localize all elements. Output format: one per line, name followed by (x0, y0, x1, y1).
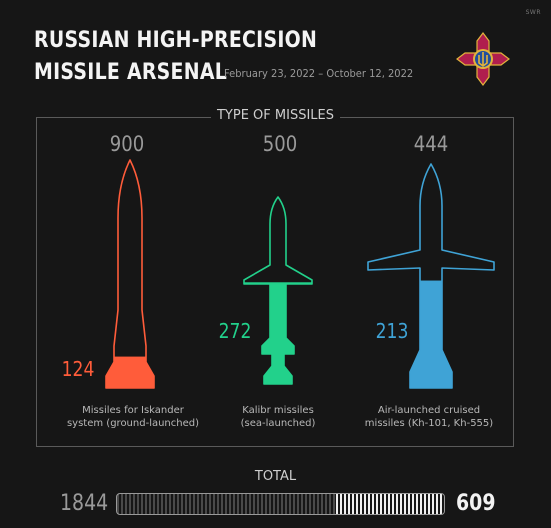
remaining-label-0: 124 (62, 359, 95, 382)
section-title: TYPE OF MISSILES (0, 108, 551, 123)
caption-iskander-line-1: Missiles for Iskander (82, 405, 184, 416)
remaining-label-2: 213 (376, 321, 409, 344)
caption-air-launched-line-2: missiles (Kh-101, Kh-555) (364, 418, 494, 429)
title-line-2: MISSILE ARSENAL (34, 60, 228, 85)
caption-kalibr: Kalibr missiles (sea-launched) (193, 404, 363, 430)
caption-iskander-line-2: system (ground-launched) (66, 418, 200, 429)
total-launched-label-1: 500 (263, 132, 297, 157)
total-title: TOTAL (254, 469, 297, 484)
missile-outline-0 (105, 159, 155, 389)
remaining-label-1: 272 (219, 321, 252, 344)
iskander-missile-icon (105, 159, 155, 389)
missile-outline-1 (243, 196, 313, 385)
watermark: SWR (525, 9, 541, 16)
kalibr-missile-icon (243, 196, 313, 385)
total-progress-bar (116, 493, 445, 515)
page-title: RUSSIAN HIGH-PRECISION MISSILE ARSENAL (34, 25, 317, 89)
caption-iskander: Missiles for Iskander system (ground-lau… (48, 404, 218, 430)
armed-forces-emblem-icon (456, 32, 510, 86)
caption-kalibr-line-2: (sea-launched) (240, 418, 316, 429)
total-launched-label-2: 444 (414, 132, 448, 157)
total-progress-fill (336, 494, 444, 514)
caption-air-launched: Air-launched cruised missiles (Kh-101, K… (344, 404, 514, 430)
missile-outline-2 (367, 163, 495, 389)
caption-kalibr-line-1: Kalibr missiles (242, 405, 314, 416)
total-remaining-value: 609 (456, 491, 496, 516)
total-launched-value: 1844 (60, 491, 109, 516)
title-line-1: RUSSIAN HIGH-PRECISION (34, 28, 318, 53)
date-range: February 23, 2022 – October 12, 2022 (224, 67, 414, 80)
caption-air-launched-line-1: Air-launched cruised (377, 405, 481, 416)
total-launched-label-0: 900 (110, 132, 144, 157)
